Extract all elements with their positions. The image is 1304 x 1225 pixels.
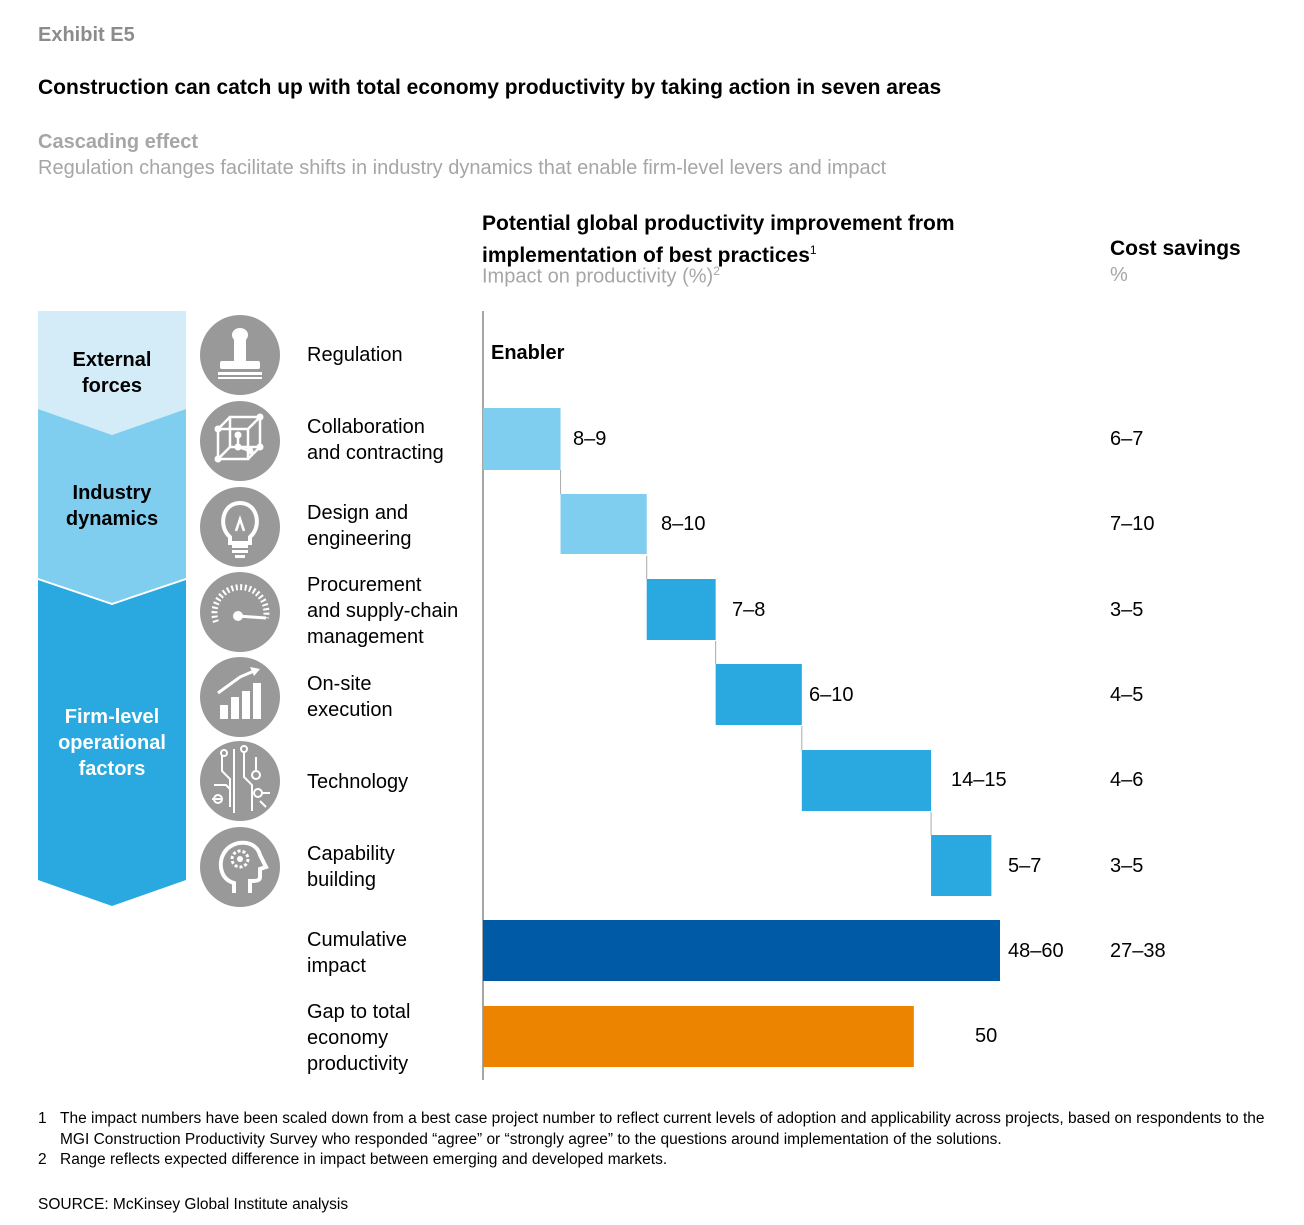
growth-chart-icon (200, 657, 280, 737)
bar-capability-building (931, 835, 992, 896)
cost-savings-value: 6–7 (1110, 428, 1144, 450)
chevron-external (38, 311, 186, 435)
category-label-line: Procurement (307, 574, 422, 596)
category-label-line: On-site (307, 673, 372, 695)
bar-on-site-execution (715, 664, 802, 725)
category-label-line: productivity (307, 1053, 409, 1075)
bar-technology (801, 750, 932, 811)
stage-external-forces: External forces (38, 311, 186, 435)
category-label-line: Design and (307, 502, 409, 524)
category-collaboration: Collaboration and contracting (307, 414, 444, 466)
footnote-number: 1 (38, 1110, 47, 1127)
cost-savings-value: 4–6 (1110, 769, 1144, 791)
stage-label-line: factors (78, 758, 146, 780)
category-label-line: Technology (307, 771, 409, 793)
category-procurement: Procurement and supply-chain management (307, 572, 458, 650)
head-gear-icon (200, 827, 280, 907)
subtitle-text: Regulation changes facilitate shifts in … (38, 157, 887, 179)
chart-header: Potential global productivity improvemen… (482, 210, 955, 269)
enabler-label: Enabler (491, 342, 565, 364)
chevron-industry (38, 409, 186, 603)
bar-procurement-and-supply-chain-management (646, 579, 716, 640)
exhibit-label: Exhibit E5 (38, 24, 135, 46)
bar-collaboration-and-contracting (483, 408, 561, 470)
subtitle-heading: Cascading effect (38, 131, 199, 153)
stage-label-line: forces (81, 375, 143, 397)
category-label-line: Gap to total (307, 1001, 411, 1023)
stage-industry-dynamics: Industry dynamics (38, 409, 186, 603)
category-label-line: execution (307, 699, 393, 721)
cost-savings-value: 3–5 (1110, 855, 1144, 877)
bar-design-and-engineering (560, 494, 647, 554)
stage-label-line: Industry (72, 482, 152, 504)
chart-unit-label: Impact on productivity (%) (482, 265, 714, 288)
bar-gap-to-total-economy-productivity (483, 1006, 914, 1067)
value-label: 7–8 (732, 599, 766, 621)
category-label-line: engineering (307, 528, 412, 550)
category-technology: Technology (307, 769, 408, 795)
category-label-line: and contracting (307, 442, 444, 464)
cost-savings-value: 27–38 (1110, 940, 1166, 962)
chart-header-line1: Potential global productivity improvemen… (482, 212, 955, 235)
category-label-line: and supply-chain (307, 600, 459, 622)
stamp-icon (200, 315, 280, 395)
category-label-line: Capability (307, 843, 395, 865)
category-label-line: Collaboration (307, 416, 425, 438)
category-label-line: Regulation (307, 344, 403, 366)
cube-network-icon (200, 401, 280, 481)
stage-firm-level: Firm-level operational factors (38, 580, 186, 906)
footnote-number: 2 (38, 1151, 47, 1168)
bar-cumulative-impact (483, 920, 1000, 981)
chart-unit: Impact on productivity (%)2 (482, 264, 720, 289)
cost-savings-header: Cost savings (1110, 237, 1241, 260)
category-label-line: economy (307, 1027, 389, 1049)
source-note: SOURCE: McKinsey Global Institute analys… (38, 1196, 349, 1213)
category-design: Design and engineering (307, 500, 412, 552)
category-cumulative: Cumulative impact (307, 927, 407, 979)
chart-header-line2: implementation of best practices (482, 244, 810, 267)
stage-label-line: operational (58, 732, 166, 754)
category-label-line: management (307, 626, 424, 648)
category-label-line: Cumulative (307, 929, 408, 951)
footnote-ref-2: 2 (713, 264, 720, 278)
chevron-firm (38, 580, 186, 906)
value-label: 5–7 (1008, 855, 1042, 877)
cost-savings-unit: % (1110, 264, 1128, 286)
value-label: 8–10 (661, 513, 706, 535)
stage-label-line: dynamics (65, 508, 159, 530)
value-label: 8–9 (573, 428, 607, 450)
footnote-ref-1: 1 (809, 243, 817, 257)
lightbulb-icon (200, 487, 280, 567)
value-label: 48–60 (1008, 940, 1064, 962)
category-label-line: impact (307, 955, 366, 977)
stage-label-line: External (72, 349, 152, 371)
stage-label-line: Firm-level (64, 706, 160, 728)
cost-savings-value: 7–10 (1110, 513, 1155, 535)
footnote-text: Range reflects expected difference in im… (60, 1151, 668, 1168)
value-label: 6–10 (809, 684, 854, 706)
category-capability: Capability building (307, 841, 395, 893)
footnote-text: The impact numbers have been scaled down… (60, 1110, 1265, 1148)
category-regulation: Regulation (307, 342, 403, 368)
value-label: 14–15 (951, 769, 1007, 791)
footnote-2: 2 Range reflects expected difference in … (38, 1150, 667, 1171)
gauge-icon (200, 572, 280, 652)
cost-savings-value: 4–5 (1110, 684, 1144, 706)
value-label: 50 (975, 1025, 998, 1047)
exhibit-title: Construction can catch up with total eco… (38, 76, 942, 99)
cost-savings-value: 3–5 (1110, 599, 1144, 621)
category-label-line: building (307, 869, 376, 891)
footnote-1: 1 The impact numbers have been scaled do… (38, 1109, 1268, 1150)
category-on-site: On-site execution (307, 671, 393, 723)
circuit-icon (200, 741, 280, 821)
category-gap: Gap to total economy productivity (307, 999, 410, 1077)
